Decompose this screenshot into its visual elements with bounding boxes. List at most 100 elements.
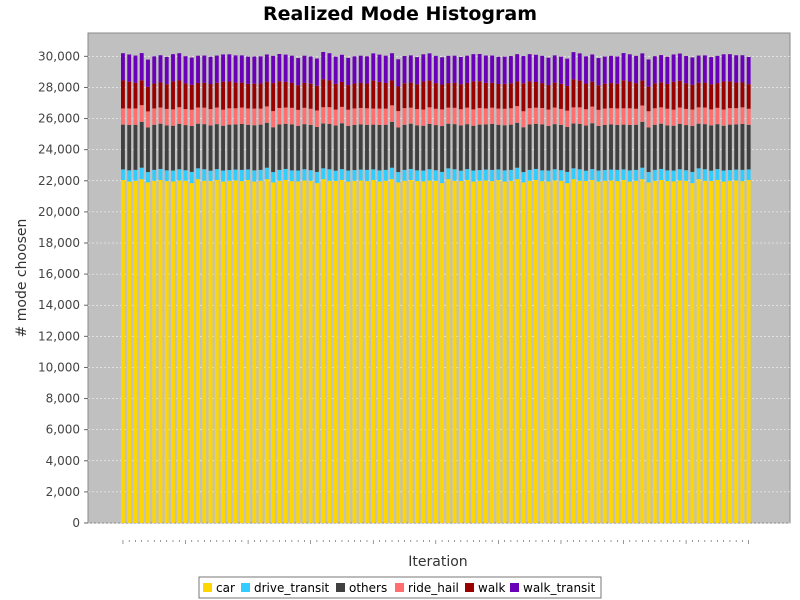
bar-walk: [734, 82, 739, 109]
bar-drive_transit: [684, 170, 689, 181]
bar-car: [621, 180, 626, 523]
bar-others: [559, 124, 563, 171]
bar-ride_hail: [458, 109, 463, 126]
bar-ride_hail: [609, 108, 613, 125]
bar-ride_hail: [502, 108, 507, 126]
bar-car: [515, 179, 520, 523]
bar-others: [221, 125, 225, 171]
bar-walk_transit: [533, 54, 538, 82]
bar-car: [552, 180, 557, 523]
bar-drive_transit: [471, 170, 476, 182]
bar-others: [571, 123, 576, 169]
y-tick-label: 30,000: [38, 49, 80, 63]
bar-walk_transit: [333, 56, 338, 84]
bar-ride_hail: [621, 108, 626, 125]
bar-walk: [440, 84, 445, 110]
bar-walk: [615, 83, 620, 109]
bar-walk: [271, 83, 276, 112]
bar-others: [208, 125, 213, 171]
bar-walk: [183, 83, 188, 110]
bar-others: [659, 123, 664, 169]
bar-ride_hail: [308, 108, 313, 125]
bar-walk: [189, 84, 194, 110]
bar-car: [533, 180, 538, 523]
bar-others: [352, 124, 357, 171]
bar-others: [621, 124, 626, 170]
bar-walk: [596, 85, 601, 110]
bar-others: [452, 124, 457, 170]
bar-walk_transit: [621, 53, 626, 81]
legend-label-ride_hail: ride_hail: [408, 581, 459, 595]
bar-drive_transit: [214, 169, 219, 180]
bar-car: [171, 181, 175, 523]
bar-walk_transit: [308, 56, 313, 84]
bar-walk_transit: [202, 55, 207, 83]
bar-car: [139, 179, 144, 523]
bar-others: [602, 124, 607, 171]
bar-others: [577, 123, 582, 170]
bar-walk: [365, 83, 369, 109]
bar-car: [684, 180, 689, 523]
bar-car: [121, 180, 125, 523]
bar-walk: [559, 83, 563, 109]
bar-walk: [721, 81, 726, 110]
bar-ride_hail: [371, 108, 376, 125]
bar-drive_transit: [490, 169, 495, 182]
bar-car: [365, 181, 369, 523]
legend-swatch-others: [336, 583, 345, 592]
bar-ride_hail: [239, 107, 244, 124]
bar-walk_transit: [584, 56, 588, 84]
bar-car: [740, 181, 745, 523]
bar-walk_transit: [440, 57, 445, 85]
bar-car: [421, 181, 426, 523]
bar-walk_transit: [177, 53, 182, 81]
bar-drive_transit: [627, 170, 632, 182]
bar-walk_transit: [371, 53, 376, 81]
bar-walk: [396, 86, 401, 112]
bar-ride_hail: [346, 109, 351, 126]
bar-car: [383, 180, 388, 523]
bar-walk: [289, 82, 294, 108]
bar-drive_transit: [446, 168, 451, 180]
bar-others: [164, 125, 169, 171]
bar-drive_transit: [314, 171, 319, 184]
bar-car: [258, 180, 263, 523]
bar-car: [177, 180, 182, 523]
bar-others: [196, 123, 200, 169]
bar-car: [502, 181, 507, 523]
bar-ride_hail: [146, 111, 150, 128]
bar-drive_transit: [164, 170, 169, 182]
bar-drive_transit: [702, 169, 707, 181]
bar-walk: [302, 82, 307, 108]
bar-car: [640, 179, 645, 523]
bar-others: [371, 124, 376, 170]
bar-others: [296, 125, 301, 171]
bar-ride_hail: [684, 108, 689, 126]
bar-walk: [584, 83, 588, 110]
bar-car: [302, 180, 307, 523]
bar-walk: [308, 83, 313, 109]
bar-ride_hail: [727, 108, 732, 125]
bar-drive_transit: [533, 168, 538, 180]
bar-walk: [158, 82, 163, 108]
bar-others: [465, 124, 470, 170]
bar-walk_transit: [252, 56, 257, 84]
bar-walk_transit: [496, 56, 501, 85]
bar-walk: [665, 84, 670, 109]
bar-ride_hail: [433, 108, 438, 126]
y-tick-label: 28,000: [38, 80, 80, 94]
bar-car: [352, 180, 357, 523]
bar-walk_transit: [321, 51, 326, 80]
bar-car: [221, 181, 225, 523]
bar-walk_transit: [239, 55, 244, 83]
bar-walk: [146, 86, 150, 112]
bar-car: [490, 181, 495, 523]
bar-ride_hail: [377, 108, 382, 125]
bar-car: [471, 181, 476, 523]
bar-ride_hail: [671, 109, 676, 126]
bar-car: [690, 183, 695, 524]
bar-walk_transit: [527, 54, 532, 82]
bar-walk: [552, 82, 557, 108]
bar-car: [577, 180, 582, 523]
bar-walk: [496, 84, 501, 109]
